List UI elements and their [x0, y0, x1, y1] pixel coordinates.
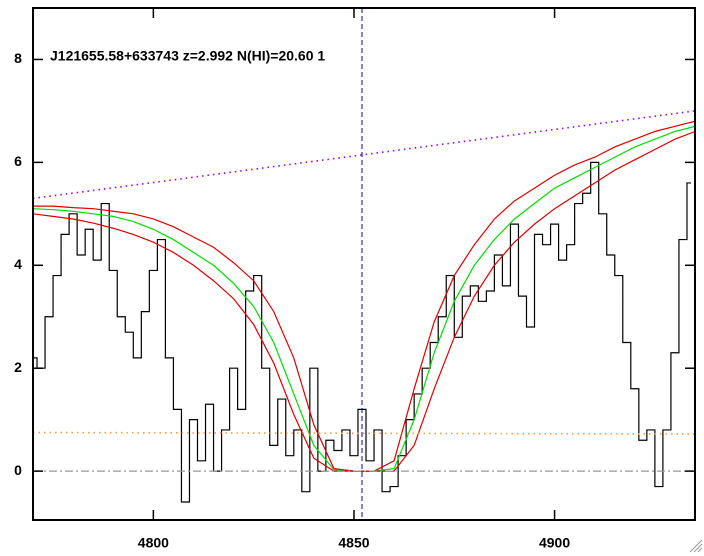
y-tick-label: 4 [14, 256, 22, 272]
chart-title: J121655.58+633743 z=2.992 N(HI)=20.60 1 [50, 48, 325, 64]
x-tick-label: 4850 [338, 535, 369, 551]
series-continuum [33, 110, 695, 200]
x-tick-label: 4900 [539, 535, 570, 551]
y-tick-label: 0 [14, 462, 22, 478]
plot-frame [32, 7, 696, 521]
resize-grip [689, 539, 703, 553]
y-tick-label: 8 [14, 50, 22, 66]
x-tick-label: 4800 [138, 535, 169, 551]
y-tick-label: 2 [14, 359, 22, 375]
series-error [33, 431, 695, 435]
y-tick-label: 6 [14, 153, 22, 169]
